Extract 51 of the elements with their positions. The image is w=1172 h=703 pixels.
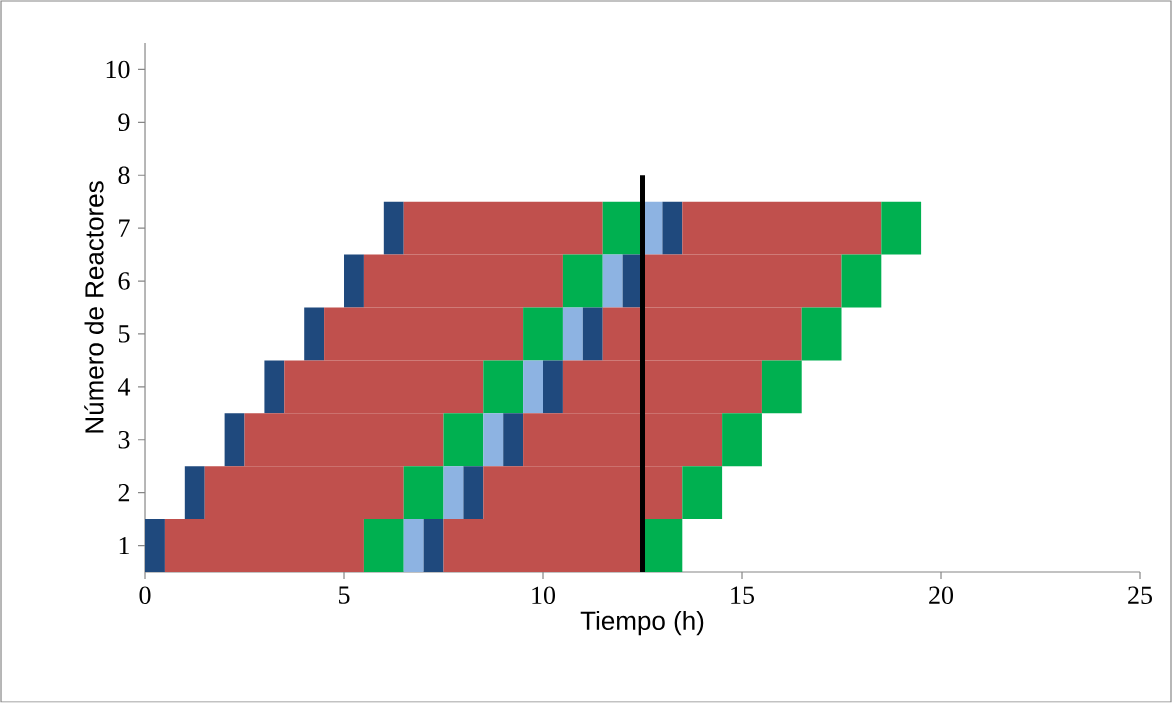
bar [582,307,603,361]
bar [841,254,882,308]
bar [761,360,802,414]
y-axis-title: Número de Reactores [84,181,104,433]
bar [523,360,544,414]
bar [145,519,165,572]
x-tick-label: 0 [139,586,151,605]
bar [722,413,762,467]
bar [383,201,404,255]
bar [801,307,842,361]
bar [423,519,444,572]
bar [602,201,643,255]
x-tick-label: 10 [532,586,556,605]
bar [881,201,922,255]
y-tick-label: 1 [119,536,129,555]
y-tick-label: 4 [117,378,131,396]
bar [543,360,563,414]
x-tick-label: 15 [731,586,754,604]
bar [562,307,583,361]
bar [304,307,325,361]
bar [443,413,484,467]
bar [363,519,404,572]
bar [463,466,484,520]
bar [403,519,424,572]
bar [662,201,683,255]
bar [344,254,364,308]
bar [443,466,464,520]
y-tick-label: 2 [118,484,130,502]
y-tick-label: 8 [118,166,130,184]
y-tick-label: 9 [118,113,130,132]
bar [403,466,444,520]
bar [483,413,504,467]
bar [682,466,723,520]
bar [224,413,245,467]
bar [483,360,524,414]
y-tick-label: 10 [106,60,130,79]
x-tick-label: 5 [339,586,350,604]
bar [523,307,563,361]
bar [503,413,524,467]
y-tick-label: 3 [118,430,130,449]
bar [602,254,623,308]
bar [184,466,205,520]
bar [642,519,683,572]
y-tick-label: 6 [118,272,130,290]
bar [562,254,603,308]
y-tick-label: 7 [119,219,130,237]
x-axis-title: Tiempo (h) [580,610,704,636]
y-tick-label: 5 [118,325,130,343]
bar [264,360,285,414]
x-tick-label: 20 [929,586,954,605]
x-tick-label: 25 [1128,586,1152,604]
